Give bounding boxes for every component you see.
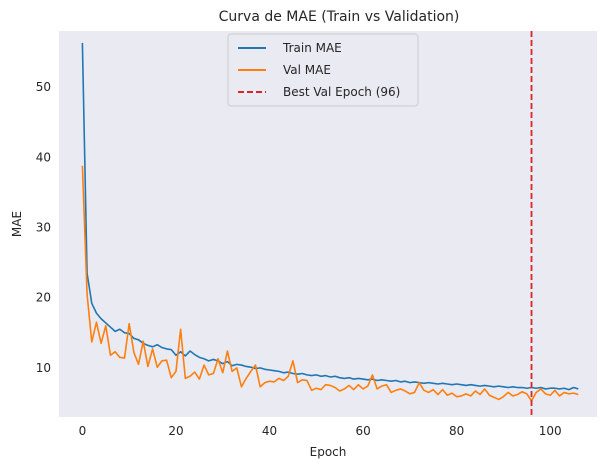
y-tick-label: 20 [36, 291, 51, 305]
x-tick-label: 40 [262, 424, 277, 438]
legend: Train MAE Val MAE Best Val Epoch (96) [227, 33, 419, 107]
series-layer [81, 42, 579, 402]
x-tick-label: 0 [79, 424, 87, 438]
y-tick-label: 50 [36, 80, 51, 94]
legend-label-train: Train MAE [282, 41, 342, 55]
y-axis-ticks: 10 20 30 40 50 [36, 80, 51, 375]
y-tick-label: 10 [36, 361, 51, 375]
x-tick-label: 100 [539, 424, 562, 438]
val-mae-line [81, 165, 579, 402]
legend-box [227, 33, 419, 107]
legend-label-best-epoch: Best Val Epoch (96) [283, 85, 400, 99]
legend-label-val: Val MAE [283, 63, 331, 77]
x-tick-label: 60 [355, 424, 370, 438]
y-tick-label: 30 [36, 221, 51, 235]
x-axis-title: Epoch [310, 445, 347, 459]
y-axis-title: MAE [10, 211, 24, 237]
train-mae-line [81, 42, 579, 391]
chart-title: Curva de MAE (Train vs Validation) [219, 9, 460, 25]
x-axis-ticks: 0 20 40 60 80 100 [79, 424, 562, 438]
y-tick-label: 40 [36, 150, 51, 164]
x-tick-label: 80 [449, 424, 464, 438]
x-tick-label: 20 [168, 424, 183, 438]
